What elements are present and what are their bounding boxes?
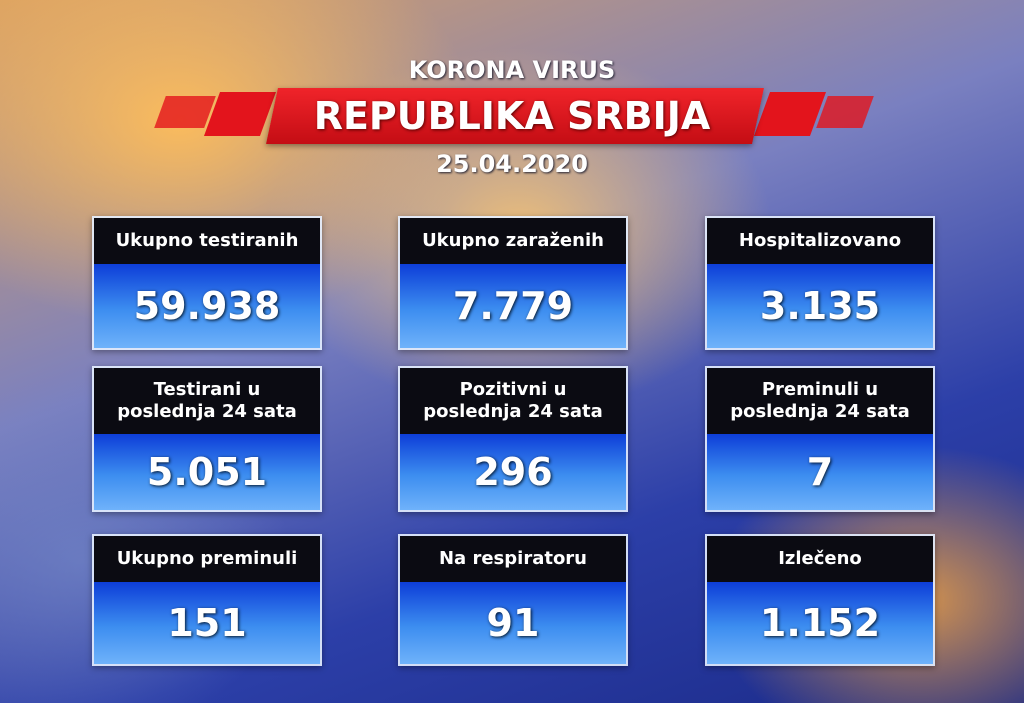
- stat-label: Ukupno zaraženih: [400, 218, 626, 264]
- stat-label: Hospitalizovano: [707, 218, 933, 264]
- stat-card: Pozitivni u poslednja 24 sata 296: [398, 366, 628, 512]
- stat-label: Ukupno preminuli: [94, 536, 320, 582]
- subtitle: KORONA VIRUS: [408, 56, 616, 84]
- stat-card: Na respiratoru 91: [398, 534, 628, 666]
- stat-value: 5.051: [94, 434, 320, 510]
- stat-label: Na respiratoru: [400, 536, 626, 582]
- stat-card: Ukupno testiranih 59.938: [92, 216, 322, 350]
- stat-card: Hospitalizovano 3.135: [705, 216, 935, 350]
- title: REPUBLIKA SRBIJA: [313, 94, 711, 138]
- stat-card: Testirani u poslednja 24 sata 5.051: [92, 366, 322, 512]
- stat-value: 91: [400, 582, 626, 664]
- stat-card: Ukupno preminuli 151: [92, 534, 322, 666]
- stat-label: Testirani u poslednja 24 sata: [94, 368, 320, 434]
- stat-value: 7: [707, 434, 933, 510]
- stat-card: Izlečeno 1.152: [705, 534, 935, 666]
- stat-value: 151: [94, 582, 320, 664]
- stat-value: 7.779: [400, 264, 626, 348]
- stat-value: 3.135: [707, 264, 933, 348]
- stat-value: 1.152: [707, 582, 933, 664]
- stat-label: Ukupno testiranih: [94, 218, 320, 264]
- stat-card: Preminuli u poslednja 24 sata 7: [705, 366, 935, 512]
- stat-card: Ukupno zaraženih 7.779: [398, 216, 628, 350]
- stat-label: Preminuli u poslednja 24 sata: [707, 368, 933, 434]
- stat-value: 59.938: [94, 264, 320, 348]
- stat-value: 296: [400, 434, 626, 510]
- date: 25.04.2020: [436, 150, 588, 178]
- stat-label: Izlečeno: [707, 536, 933, 582]
- stat-label: Pozitivni u poslednja 24 sata: [400, 368, 626, 434]
